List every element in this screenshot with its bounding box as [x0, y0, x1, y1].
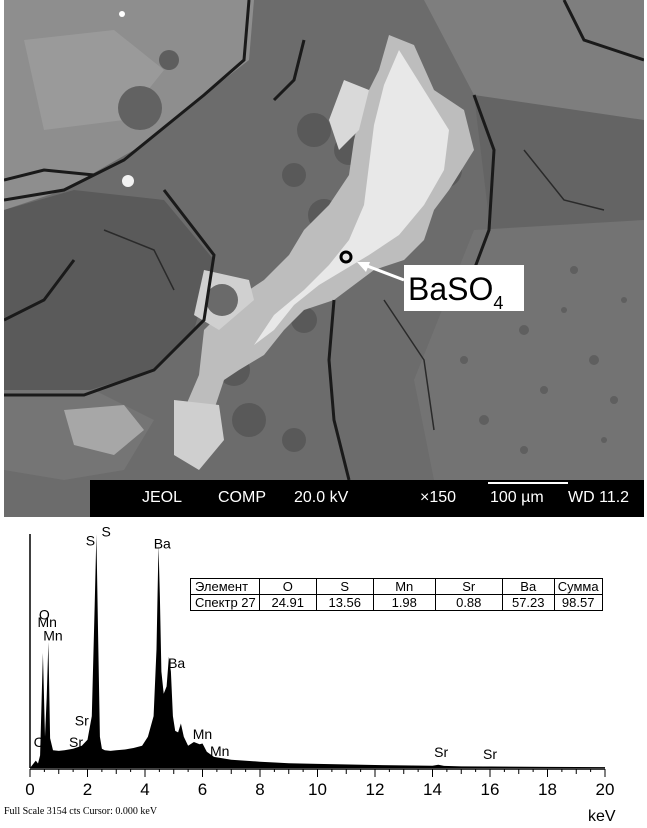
mode-label: COMP: [218, 489, 266, 506]
table-cell: S: [315, 578, 374, 595]
spectrum-area: [30, 534, 605, 768]
table-cell: 0.88: [434, 594, 503, 611]
table-cell: Mn: [372, 578, 436, 595]
table-cell: O: [258, 578, 317, 595]
maker-label: JEOL: [142, 489, 183, 506]
x-tick-label: 10: [308, 780, 327, 799]
table-cell: 1.98: [372, 594, 436, 611]
table-header-row: Элемент O S Mn Sr Ba Сумма: [190, 578, 603, 595]
x-tick-label: 18: [538, 780, 557, 799]
x-tick-label: 0: [25, 780, 34, 799]
x-axis-label: keV: [588, 808, 616, 825]
peak-label: S: [102, 524, 111, 540]
x-tick-label: 6: [198, 780, 207, 799]
spectrum-footer: Full Scale 3154 cts Cursor: 0.000 keV: [4, 806, 158, 817]
peak-label: Sr: [434, 744, 448, 760]
peak-label: Ba: [154, 535, 171, 551]
composition-table: Элемент O S Mn Sr Ba Сумма Спектр 27 24.…: [190, 578, 603, 611]
crack-lines: [4, 0, 644, 481]
x-tick-label: 16: [481, 780, 500, 799]
scale-bar: [488, 482, 568, 484]
x-tick-label: 14: [423, 780, 442, 799]
table-cell: Ba: [501, 578, 555, 595]
peak-label: Mn: [43, 627, 62, 643]
analysis-point-marker: [339, 250, 353, 264]
callout-arrow-head: [357, 262, 370, 272]
callout-label: BaSO4: [408, 271, 503, 313]
x-tick-label: 8: [255, 780, 264, 799]
voltage-label: 20.0 kV: [294, 489, 349, 506]
working-distance-label: WD 11.2: [568, 489, 630, 506]
peak-label: Mn: [193, 726, 212, 742]
table-cell: 57.23: [501, 594, 555, 611]
peak-label: O: [39, 607, 50, 623]
table-cell: 98.57: [553, 594, 603, 611]
peak-label: Sr: [483, 746, 497, 762]
table-cell: 24.91: [258, 594, 317, 611]
table-cell: Sr: [434, 578, 503, 595]
instrument-info-bar: JEOL COMP 20.0 kV ×150 100 µm WD 11.2: [90, 480, 644, 517]
x-tick-label: 2: [83, 780, 92, 799]
x-tick-label: 4: [140, 780, 149, 799]
table-cell: 13.56: [315, 594, 374, 611]
x-tick-label: 20: [596, 780, 615, 799]
x-tick-label: 12: [366, 780, 385, 799]
table-row: Спектр 27 24.91 13.56 1.98 0.88 57.23 98…: [190, 594, 603, 611]
peak-label: S: [86, 532, 95, 548]
sem-micrograph: BaSO4 JEOL COMP 20.0 kV ×150 100 µm WD 1…: [4, 0, 644, 517]
magnification-label: ×150: [420, 489, 457, 506]
micrograph-image: BaSO4: [4, 0, 644, 517]
table-cell: Элемент: [190, 578, 260, 595]
peak-label: Mn: [210, 743, 229, 759]
peak-label: C: [34, 734, 44, 750]
callout-box: [404, 265, 524, 311]
table-cell: Спектр 27: [190, 594, 260, 611]
peak-label: Sr: [75, 713, 89, 729]
peak-label: Sr: [69, 734, 83, 750]
scale-bar-label: 100 µm: [490, 489, 544, 506]
peak-label: Ba: [168, 655, 185, 671]
peak-label: Mn: [38, 614, 57, 630]
table-cell: Сумма: [553, 578, 603, 595]
speckle-texture: [460, 266, 627, 454]
